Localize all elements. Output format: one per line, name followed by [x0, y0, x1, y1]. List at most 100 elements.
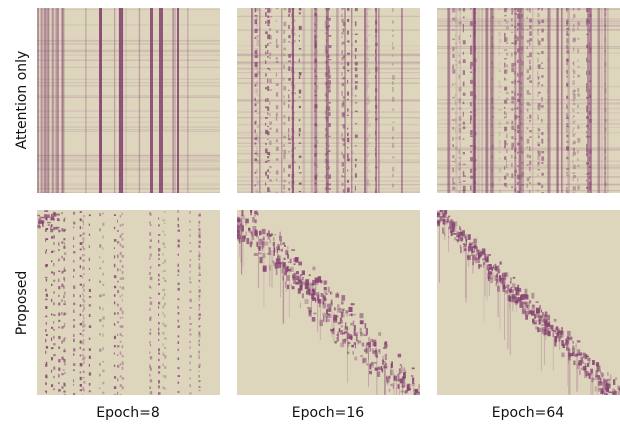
- heatmap-cell: [526, 177, 530, 182]
- heatmap-cell: [566, 115, 569, 119]
- heatmap-cell: [83, 361, 85, 364]
- heatmap-cell: [498, 167, 502, 173]
- heatmap-cell: [198, 386, 201, 388]
- heatmap-cell: [588, 28, 591, 32]
- heatmap-cell: [256, 39, 259, 45]
- heatmap-cell: [301, 293, 304, 299]
- heatmap-cell: [354, 95, 357, 97]
- heatmap-cell: [286, 275, 290, 281]
- heatmap-cell: [459, 244, 462, 248]
- heatmap-cell: [51, 369, 53, 373]
- heatmap-cell: [586, 18, 589, 24]
- heatmap-cell: [162, 277, 165, 279]
- heatmap-cell: [496, 266, 499, 269]
- heatmap-cell: [259, 8, 261, 193]
- heatmap-cell: [398, 378, 400, 395]
- heatmap-cell: [462, 189, 466, 193]
- heatmap-cell: [275, 61, 279, 63]
- heatmap-cell: [598, 387, 601, 392]
- heatmap-cell: [37, 85, 220, 87]
- heatmap-cell: [588, 46, 592, 51]
- heatmap-cell: [529, 190, 531, 193]
- heatmap-cell: [45, 293, 48, 297]
- heatmap-cell: [354, 173, 357, 178]
- heatmap-cell: [255, 133, 258, 138]
- heatmap-cell: [99, 387, 101, 390]
- heatmap-cell: [399, 364, 402, 366]
- heatmap-cell: [454, 170, 457, 172]
- heatmap-cell: [523, 294, 528, 298]
- heatmap-cell: [298, 48, 302, 50]
- heatmap-cell: [293, 32, 296, 36]
- heatmap-cell: [99, 306, 101, 310]
- heatmap-cell: [82, 241, 84, 244]
- heatmap-cell: [511, 42, 515, 45]
- heatmap-cell: [505, 163, 508, 169]
- heatmap-cell: [529, 74, 531, 79]
- heatmap-cell: [58, 286, 61, 290]
- heatmap-cell: [546, 171, 549, 174]
- heatmap-cell: [328, 123, 331, 127]
- heatmap-cell: [572, 148, 575, 150]
- heatmap-cell: [342, 143, 346, 146]
- heatmap-cell: [269, 247, 271, 287]
- heatmap-cell: [504, 8, 507, 13]
- heatmap-cell: [514, 187, 516, 192]
- heatmap-cell: [341, 32, 344, 35]
- heatmap-cell: [397, 353, 402, 358]
- heatmap-cell: [498, 121, 501, 126]
- heatmap-cell: [572, 18, 574, 21]
- heatmap-cell: [121, 294, 123, 297]
- heatmap-cell: [63, 219, 65, 222]
- heatmap-cell: [79, 323, 82, 326]
- heatmap-cell: [323, 287, 327, 291]
- heatmap-cell: [324, 8, 326, 10]
- heatmap-cell: [521, 144, 522, 150]
- heatmap-cell: [293, 117, 295, 121]
- heatmap-cell: [588, 51, 592, 54]
- heatmap-cell: [485, 8, 489, 193]
- heatmap-cell: [119, 277, 122, 280]
- heatmap-cell: [541, 105, 544, 108]
- heatmap-cell: [577, 104, 579, 108]
- heatmap-cell: [458, 35, 461, 41]
- heatmap-cell: [254, 15, 258, 17]
- heatmap-cell: [252, 226, 257, 232]
- heatmap-cell: [63, 348, 65, 350]
- heatmap-cell: [254, 37, 256, 39]
- heatmap-cell: [462, 170, 465, 176]
- heatmap-cell: [573, 127, 575, 130]
- heatmap-cell: [359, 320, 364, 325]
- heatmap-cell: [53, 212, 56, 216]
- heatmap-cell: [298, 190, 301, 193]
- heatmap-cell: [586, 179, 588, 182]
- heatmap-cell: [546, 128, 550, 132]
- heatmap-cell: [454, 34, 456, 37]
- heatmap-cell: [275, 258, 280, 264]
- heatmap-cell: [53, 263, 55, 267]
- heatmap-cell: [164, 211, 166, 213]
- heatmap-cell: [397, 373, 400, 380]
- heatmap-cell: [88, 288, 91, 292]
- heatmap-cell: [149, 351, 151, 354]
- heatmap-cell: [467, 255, 469, 259]
- heatmap-cell: [546, 100, 549, 104]
- heatmap-cell: [573, 14, 576, 18]
- heatmap-cell: [462, 24, 464, 29]
- heatmap-cell: [505, 26, 509, 30]
- heatmap-cell: [607, 372, 609, 376]
- heatmap-cell: [328, 166, 330, 170]
- heatmap-cell: [37, 95, 220, 97]
- heatmap-cell: [458, 236, 459, 243]
- heatmap-cell: [162, 386, 165, 390]
- heatmap-cell: [114, 8, 116, 193]
- heatmap-cell: [444, 219, 446, 223]
- heatmap-cell: [566, 343, 568, 350]
- heatmap-cell: [401, 378, 404, 384]
- heatmap-cell: [387, 379, 389, 385]
- heatmap-cell: [514, 300, 519, 304]
- heatmap-cell: [465, 244, 467, 303]
- heatmap-cell: [504, 37, 507, 42]
- heatmap-cell: [269, 35, 272, 40]
- heatmap-cell: [275, 269, 278, 276]
